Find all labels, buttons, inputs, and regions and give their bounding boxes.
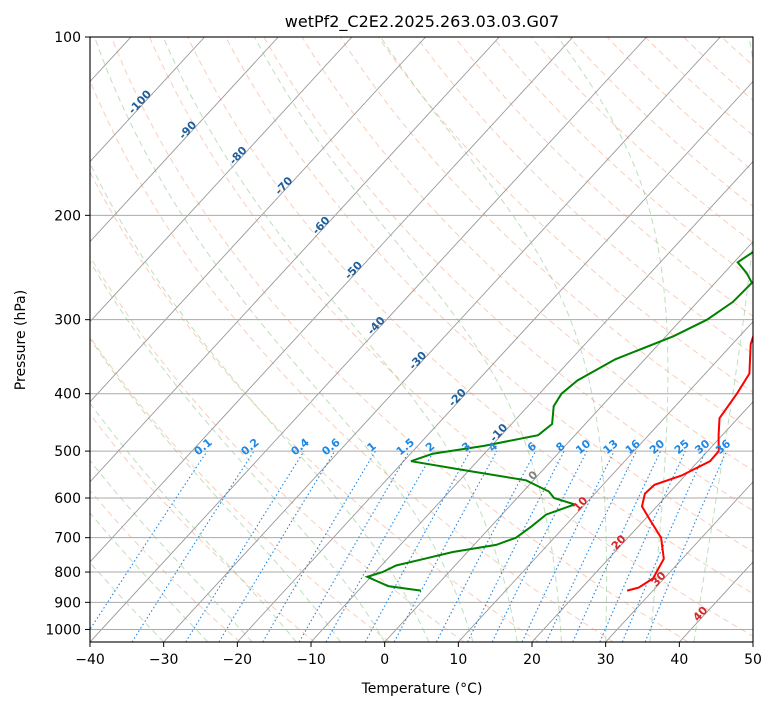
x-tick-label: 30 xyxy=(597,652,615,668)
y-tick-label: 600 xyxy=(54,491,81,507)
moist-adiabat-line xyxy=(254,37,562,642)
moist-adiabat-line xyxy=(90,162,430,642)
background-lines xyxy=(90,37,753,642)
temperature-profile-line xyxy=(626,333,753,592)
mixing-ratio-line xyxy=(599,450,686,642)
y-tick-label: 800 xyxy=(54,565,81,581)
dry-adiabat-line xyxy=(187,37,753,595)
moist-adiabat-line xyxy=(380,37,608,642)
isotherm-line xyxy=(90,37,353,323)
isotherm-line xyxy=(237,80,753,642)
dewpoint-profile-line xyxy=(364,250,753,592)
plot-frame xyxy=(89,36,754,643)
dry-adiabat-line xyxy=(90,255,465,642)
dry-adiabat-line xyxy=(149,37,753,637)
dry-adiabat-line xyxy=(90,413,316,642)
isotherm-line xyxy=(90,37,426,403)
x-tick-label: 0 xyxy=(380,652,389,668)
moist-adiabat-line xyxy=(94,37,474,642)
isotherm-line xyxy=(90,37,205,163)
dry-adiabat-line xyxy=(90,79,614,642)
dry-adiabat-line xyxy=(301,37,753,472)
moist-adiabat-line xyxy=(162,37,518,642)
axes: −40 −30 −20 −10 0 10 20 30 40 50 100 200 300 400 500 60… xyxy=(45,30,762,668)
isotherm-line xyxy=(458,321,753,642)
moist-adiabat-line xyxy=(557,37,669,642)
chart-title: wetPf2_C2E2.2025.263.03.03.G07 xyxy=(285,12,559,32)
y-tick-label: 300 xyxy=(54,313,81,329)
isotherm-line xyxy=(163,37,721,642)
mixing-ratio-line xyxy=(131,450,255,642)
y-tick-label: 200 xyxy=(54,208,81,224)
moist-adiabat-line xyxy=(90,337,341,642)
isotherm-line xyxy=(605,481,753,642)
y-tick-label: 900 xyxy=(54,595,81,611)
moist-adiabat-line xyxy=(90,402,297,642)
mixing-ratio-line xyxy=(218,450,336,642)
isotherm-line xyxy=(90,37,500,483)
y-axis-label: Pressure (hPa) xyxy=(13,290,29,390)
x-tick-label: −30 xyxy=(149,652,179,668)
y-tick-label: 500 xyxy=(54,444,81,460)
x-tick-label: −10 xyxy=(296,652,326,668)
mixing-ratio-line xyxy=(325,450,435,642)
moist-adiabat-line xyxy=(693,37,753,642)
mixing-ratio-line xyxy=(644,450,728,642)
x-tick-label: −40 xyxy=(75,652,105,668)
dry-adiabat-line xyxy=(225,37,753,553)
y-tick-label: 100 xyxy=(54,30,81,46)
y-tick-label: 400 xyxy=(54,387,81,403)
x-tick-label: 10 xyxy=(449,652,467,668)
mixing-ratio-line xyxy=(491,450,588,642)
x-tick-label: 20 xyxy=(523,652,541,668)
isotherm-line xyxy=(310,160,753,642)
isotherm-line xyxy=(90,37,647,642)
dry-adiabat-line xyxy=(377,37,753,393)
x-tick-label: −20 xyxy=(223,652,253,668)
y-tick-label: 700 xyxy=(54,531,81,547)
isotherm-line xyxy=(90,37,574,563)
x-axis-label: Temperature (°C) xyxy=(361,681,483,697)
y-tick-label: 1000 xyxy=(45,622,81,638)
dry-adiabat-line xyxy=(90,489,241,642)
dry-adiabat-line xyxy=(339,37,753,432)
dry-adiabat-line xyxy=(416,37,753,355)
mixing-ratio-line xyxy=(90,450,208,631)
x-tick-label: 40 xyxy=(670,652,688,668)
isotherm-line xyxy=(90,37,279,243)
mixing-ratio-line xyxy=(393,450,498,642)
isotherm-line xyxy=(531,401,753,642)
dry-adiabat-line xyxy=(110,37,689,642)
profile-lines xyxy=(364,250,753,592)
mixing-ratio-line xyxy=(467,450,565,642)
dry-adiabat-line xyxy=(492,37,753,280)
x-tick-label: 50 xyxy=(744,652,762,668)
mixing-ratio-line xyxy=(364,450,471,642)
mixing-ratio-line xyxy=(185,450,305,642)
mixing-ratio-line xyxy=(621,450,707,642)
